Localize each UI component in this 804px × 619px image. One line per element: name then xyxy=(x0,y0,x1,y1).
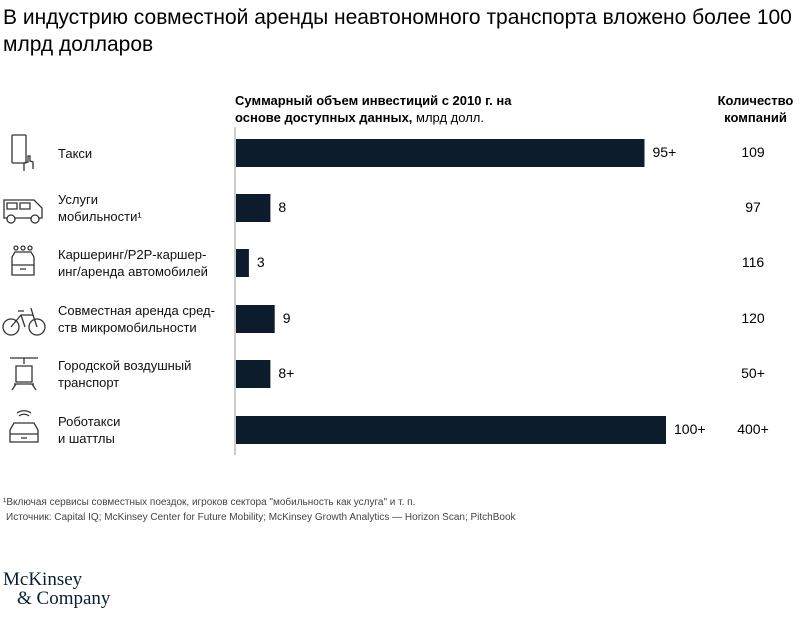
data-label: 8 xyxy=(278,199,287,215)
company-count: 120 xyxy=(741,310,765,326)
data-label: 8+ xyxy=(278,365,295,381)
investment-header-bold: Суммарный объем инвестиций с 2010 г. на … xyxy=(235,93,512,125)
category-label: Роботакси и шаттлы xyxy=(58,414,121,446)
data-label: 100+ xyxy=(674,421,706,437)
category-label: Городской воздушный транспорт xyxy=(58,358,192,390)
carsharing-icon xyxy=(11,245,35,276)
bar-0 xyxy=(236,139,645,167)
investment-header-unit: млрд долл. xyxy=(416,110,484,125)
company-count: 109 xyxy=(741,144,765,160)
category-label: Совместная аренда сред-ств микромобильно… xyxy=(58,303,215,335)
category-label: Услуги мобильности¹ xyxy=(58,192,142,224)
bar-3 xyxy=(236,305,275,333)
bar-2 xyxy=(236,249,249,277)
company-count: 116 xyxy=(741,254,765,270)
companies-header: Количество компаний xyxy=(717,93,794,125)
category-label: Такси xyxy=(58,145,93,161)
mckinsey-logo: McKinsey & Company xyxy=(3,569,111,609)
source-note: Источник: Capital IQ; McKinsey Center fo… xyxy=(6,512,516,523)
bicycle-icon xyxy=(2,307,46,336)
chart-title: В индустрию совместной аренды неавтономн… xyxy=(3,6,792,56)
data-label: 9 xyxy=(282,310,291,326)
robotaxi-icon xyxy=(9,410,39,443)
air-taxi-icon xyxy=(10,357,38,391)
company-count: 50+ xyxy=(741,365,765,381)
data-label: 3 xyxy=(256,254,265,270)
category-label: Каршеринг/P2P-каршер-инг/аренда автомоби… xyxy=(58,247,208,279)
footnote: ¹Включая сервисы совместных поездок, игр… xyxy=(3,497,416,508)
company-count: 97 xyxy=(745,199,761,215)
bar-5 xyxy=(236,416,666,444)
company-count: 400+ xyxy=(737,421,769,437)
van-icon xyxy=(3,199,43,224)
data-label: 95+ xyxy=(652,144,677,160)
investment-header: Суммарный объем инвестиций с 2010 г. на … xyxy=(235,92,555,126)
smartphone-tap-icon xyxy=(11,134,34,171)
bar-1 xyxy=(236,194,271,222)
bar-4 xyxy=(236,360,271,388)
